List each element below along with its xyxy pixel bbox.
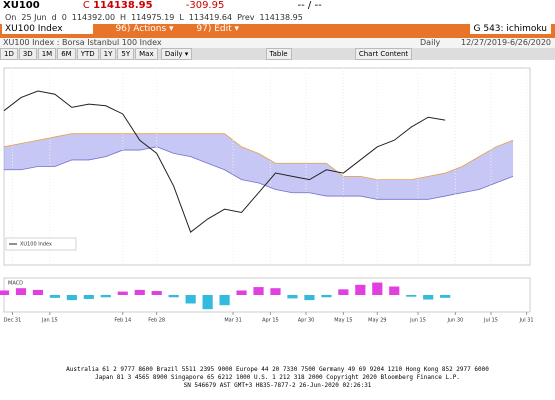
chart: Dec 31 Jan 15 Feb 14 Feb 28 Mar 31 Apr 15 Apr … bbox=[0, 67, 534, 324]
macd-bar bbox=[236, 290, 247, 295]
x-tick-label: Dec 31 bbox=[4, 318, 22, 324]
x-tick-label: Apr 30 bbox=[298, 318, 315, 324]
macd-bar bbox=[406, 295, 417, 297]
ticker: XU100 bbox=[3, 0, 40, 11]
x-tick-label: Jan 15 bbox=[41, 318, 58, 324]
macd-label: MACD bbox=[8, 281, 23, 287]
range-button[interactable]: 6M bbox=[57, 48, 76, 60]
cloud-lower bbox=[4, 146, 514, 200]
legend-label: XU100 Index bbox=[20, 242, 52, 248]
x-tick-label: Jun 30 bbox=[446, 318, 463, 324]
macd-bar bbox=[338, 289, 349, 295]
macd-bar bbox=[440, 295, 451, 298]
footer-line: Japan 81 3 4565 8900 Singapore 65 6212 1… bbox=[95, 374, 460, 381]
ohlc-field: L bbox=[179, 13, 184, 22]
range-button[interactable]: 1M bbox=[37, 48, 57, 60]
macd-bar bbox=[304, 295, 315, 301]
ohlc-field: 25 Jun bbox=[21, 13, 47, 22]
ohlc-field: On bbox=[5, 13, 17, 22]
range-button[interactable]: YTD bbox=[76, 48, 99, 60]
macd-bar bbox=[168, 295, 179, 298]
ohlc-field: 113419.64 bbox=[188, 13, 233, 22]
footer-line: SN 546679 AST GMT+3 H835-7877-2 26-Jun-2… bbox=[183, 382, 372, 389]
footer-line: Australia 61 2 9777 8600 Brazil 5511 239… bbox=[66, 366, 489, 373]
macd-bar bbox=[0, 290, 10, 295]
macd-bar bbox=[372, 282, 383, 295]
last-label: C bbox=[82, 0, 90, 11]
macd-bar bbox=[100, 295, 111, 298]
x-tick-label: Feb 28 bbox=[148, 318, 165, 324]
cloud-upper bbox=[3, 133, 514, 181]
ohlc-field: 114392.00 bbox=[71, 13, 116, 22]
edit-menu[interactable]: 97) Edit ▾ bbox=[196, 24, 240, 34]
macd-bar bbox=[423, 295, 434, 300]
range-button[interactable]: 1Y bbox=[99, 48, 117, 60]
ohlc-field: d bbox=[51, 13, 57, 22]
macd-bar bbox=[253, 287, 264, 295]
range-button[interactable]: 5Y bbox=[117, 48, 135, 60]
x-tick-label: Mar 31 bbox=[224, 318, 241, 324]
macd-bar bbox=[219, 295, 230, 306]
table-button[interactable]: Table bbox=[265, 48, 292, 60]
x-tick-label: Jul 15 bbox=[483, 318, 498, 324]
range-button[interactable]: 3D bbox=[18, 48, 37, 60]
actions-menu[interactable]: 96) Actions ▾ bbox=[115, 24, 174, 34]
macd-bar bbox=[389, 286, 400, 295]
ohlc-field: 114138.95 bbox=[259, 13, 303, 22]
security-name: XU100 Index : Borsa Istanbul 100 Index bbox=[3, 38, 162, 47]
ohlc-field: 0 bbox=[61, 13, 67, 22]
x-tick-label: Feb 14 bbox=[114, 318, 131, 324]
macd-bar bbox=[202, 295, 213, 310]
subheader: XU100 Index : Borsa Istanbul 100 Index D… bbox=[0, 38, 555, 48]
command-bar: XU100 Index 96) Actions ▾ 97) Edit ▾ G 5… bbox=[0, 24, 555, 38]
macd-bar bbox=[185, 295, 196, 304]
macd-bar bbox=[134, 289, 145, 295]
change: -309.95 bbox=[185, 0, 225, 11]
chart-content-button[interactable]: Chart Content bbox=[354, 48, 413, 60]
macd-bar bbox=[15, 288, 27, 295]
macd-bar bbox=[117, 291, 128, 295]
ohlc-field: H bbox=[120, 13, 127, 22]
period-select[interactable]: Daily ▾ bbox=[160, 48, 193, 60]
ohlc-field: 114975.19 bbox=[131, 13, 175, 22]
macd-area bbox=[3, 277, 531, 313]
macd-bar bbox=[355, 284, 366, 295]
range-button[interactable]: 1D bbox=[0, 48, 18, 60]
price-line bbox=[3, 90, 446, 233]
x-tick-label: May 29 bbox=[368, 318, 386, 324]
x-tick-label: Jun 15 bbox=[409, 318, 426, 324]
ohlc-row: On 25 Jun d 0 114392.00 H 114975.19 L 113419.64 P… bbox=[0, 13, 555, 24]
range-button[interactable]: Max bbox=[135, 48, 158, 60]
macd-bar bbox=[270, 288, 281, 295]
frequency: Daily bbox=[420, 38, 441, 47]
x-tick-label: May 15 bbox=[334, 318, 352, 324]
macd-bar bbox=[66, 295, 77, 301]
last-price: 114138.95 bbox=[93, 0, 153, 11]
x-tick-label: Apr 15 bbox=[262, 318, 279, 324]
macd-bar bbox=[49, 295, 60, 298]
security-field[interactable]: XU100 Index bbox=[2, 24, 93, 34]
bid-ask: -- / -- bbox=[297, 0, 322, 11]
macd-bar bbox=[287, 295, 298, 299]
x-tick-label: Jul 31 bbox=[519, 318, 534, 324]
quote-row: XU100 C 114138.95 -309.95 -- / -- bbox=[0, 0, 555, 13]
date-range: 12/27/2019-6/26/2020 bbox=[460, 38, 551, 47]
toolbar: 1D 3D 1M 6M YTD 1Y 5Y Max Daily ▾ Table Chart C… bbox=[0, 48, 555, 60]
macd-bar bbox=[321, 295, 332, 298]
legend-box bbox=[5, 237, 77, 251]
ohlc-field: Prev bbox=[237, 13, 255, 22]
page-code: G 543: ichimoku bbox=[469, 24, 551, 34]
macd-bar bbox=[83, 295, 94, 299]
macd-bar bbox=[151, 291, 162, 295]
macd-bar bbox=[32, 289, 44, 295]
